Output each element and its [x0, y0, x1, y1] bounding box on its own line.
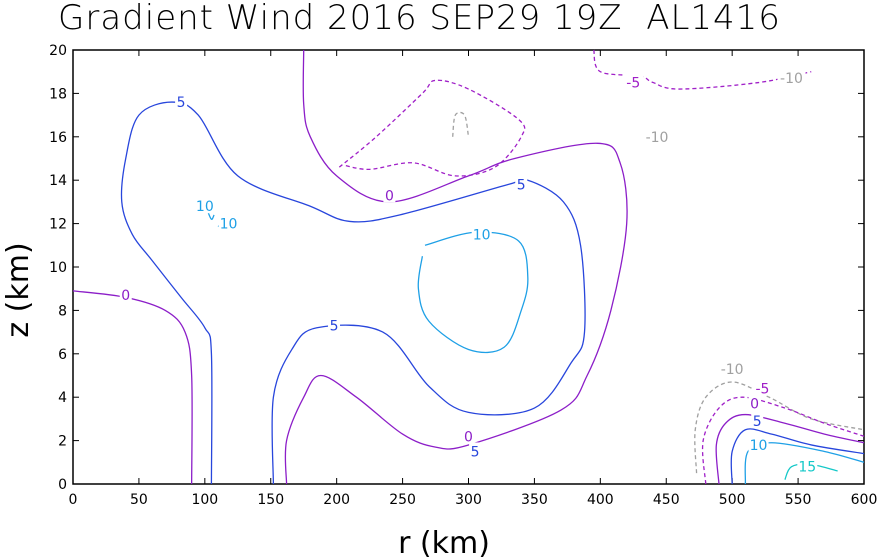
contour-label-bg — [797, 457, 818, 474]
contour-label-bg — [462, 427, 475, 444]
contour-label: -5 — [626, 76, 640, 92]
contour-line — [744, 442, 865, 485]
contour-lines — [72, 49, 865, 485]
contour-line — [72, 290, 193, 485]
contour-label: 0 — [121, 288, 130, 304]
contour-line — [284, 49, 628, 485]
x-tick-label: 350 — [521, 492, 548, 508]
x-tick-label: 50 — [130, 492, 148, 508]
contour-label-bg — [515, 175, 528, 192]
contour-label: 5 — [517, 178, 526, 194]
y-axis-ticks: 0 2 4 6 8 10 12 14 16 18 20 — [49, 43, 864, 493]
contour-line — [701, 396, 865, 485]
y-tick-label: 0 — [58, 477, 67, 493]
x-tick-label: 100 — [191, 492, 218, 508]
contour-label-bg — [751, 412, 764, 429]
contour-label-bg — [175, 93, 188, 110]
chart-title: Gradient Wind 2016 SEP29 19Z AL1416 — [58, 0, 781, 38]
y-tick-label: 10 — [49, 260, 67, 276]
contour-label-bg — [471, 225, 492, 242]
x-tick-label: 400 — [587, 492, 614, 508]
contour-label-bg — [218, 214, 239, 231]
contour-label-bg — [748, 435, 769, 452]
x-tick-label: 500 — [719, 492, 746, 508]
y-tick-label: 18 — [49, 86, 67, 102]
contour-label-bg — [194, 197, 215, 214]
contour-label: -10 — [646, 130, 669, 146]
y-tick-label: 14 — [49, 173, 67, 189]
y-tick-label: 12 — [49, 217, 67, 233]
contour-line — [593, 49, 812, 90]
contour-label: -10 — [721, 362, 744, 378]
contour-label-bg — [119, 286, 132, 303]
contour-label-bg — [643, 127, 672, 144]
y-tick-label: 16 — [49, 130, 67, 146]
x-axis-title: r (km) — [398, 526, 490, 560]
contour-label: 10 — [473, 227, 491, 243]
contour-label-bg — [752, 379, 773, 396]
contour-label: 10 — [196, 199, 214, 215]
x-tick-label: 600 — [851, 492, 878, 508]
contour-line — [417, 231, 529, 354]
x-tick-label: 0 — [69, 492, 78, 508]
x-tick-label: 550 — [785, 492, 812, 508]
contour-line — [694, 381, 865, 474]
contour-label: 10 — [750, 438, 768, 454]
contour-label: 0 — [385, 188, 394, 204]
contour-label: 0 — [464, 429, 473, 445]
contour-line — [338, 79, 526, 177]
x-tick-label: 300 — [455, 492, 482, 508]
contour-label: -5 — [756, 382, 770, 398]
x-tick-label: 250 — [389, 492, 416, 508]
y-axis-title: z (km) — [1, 242, 36, 337]
contour-label-bg — [469, 442, 482, 459]
contour-label-bg — [777, 69, 806, 86]
x-tick-label: 150 — [257, 492, 284, 508]
contour-label: 10 — [220, 217, 238, 233]
contour-line — [730, 428, 865, 485]
contour-line — [452, 111, 470, 137]
x-axis-ticks: 0 50 100 150 200 250 300 350 400 450 500 550 600 — [69, 50, 878, 508]
contour-label: 0 — [750, 397, 759, 413]
x-tick-label: 450 — [653, 492, 680, 508]
y-tick-label: 20 — [49, 43, 67, 59]
contour-label-bg — [623, 73, 644, 90]
contour-line — [120, 101, 586, 485]
contour-label: 5 — [330, 319, 339, 335]
y-tick-label: 4 — [58, 390, 67, 406]
y-tick-label: 2 — [58, 434, 67, 450]
contour-label: 5 — [753, 414, 762, 430]
contour-label-bg — [383, 186, 396, 203]
y-tick-label: 6 — [58, 347, 67, 363]
contour-label: 15 — [798, 460, 816, 476]
y-tick-label: 8 — [58, 303, 67, 319]
contour-label-bg — [748, 394, 761, 411]
x-tick-label: 200 — [323, 492, 350, 508]
contour-label: 5 — [177, 95, 186, 111]
contour-label: -10 — [780, 71, 803, 87]
contour-label: 5 — [471, 444, 480, 460]
contour-line — [715, 413, 865, 485]
contour-label-bg — [328, 316, 341, 333]
contour-label-bg — [718, 359, 747, 376]
